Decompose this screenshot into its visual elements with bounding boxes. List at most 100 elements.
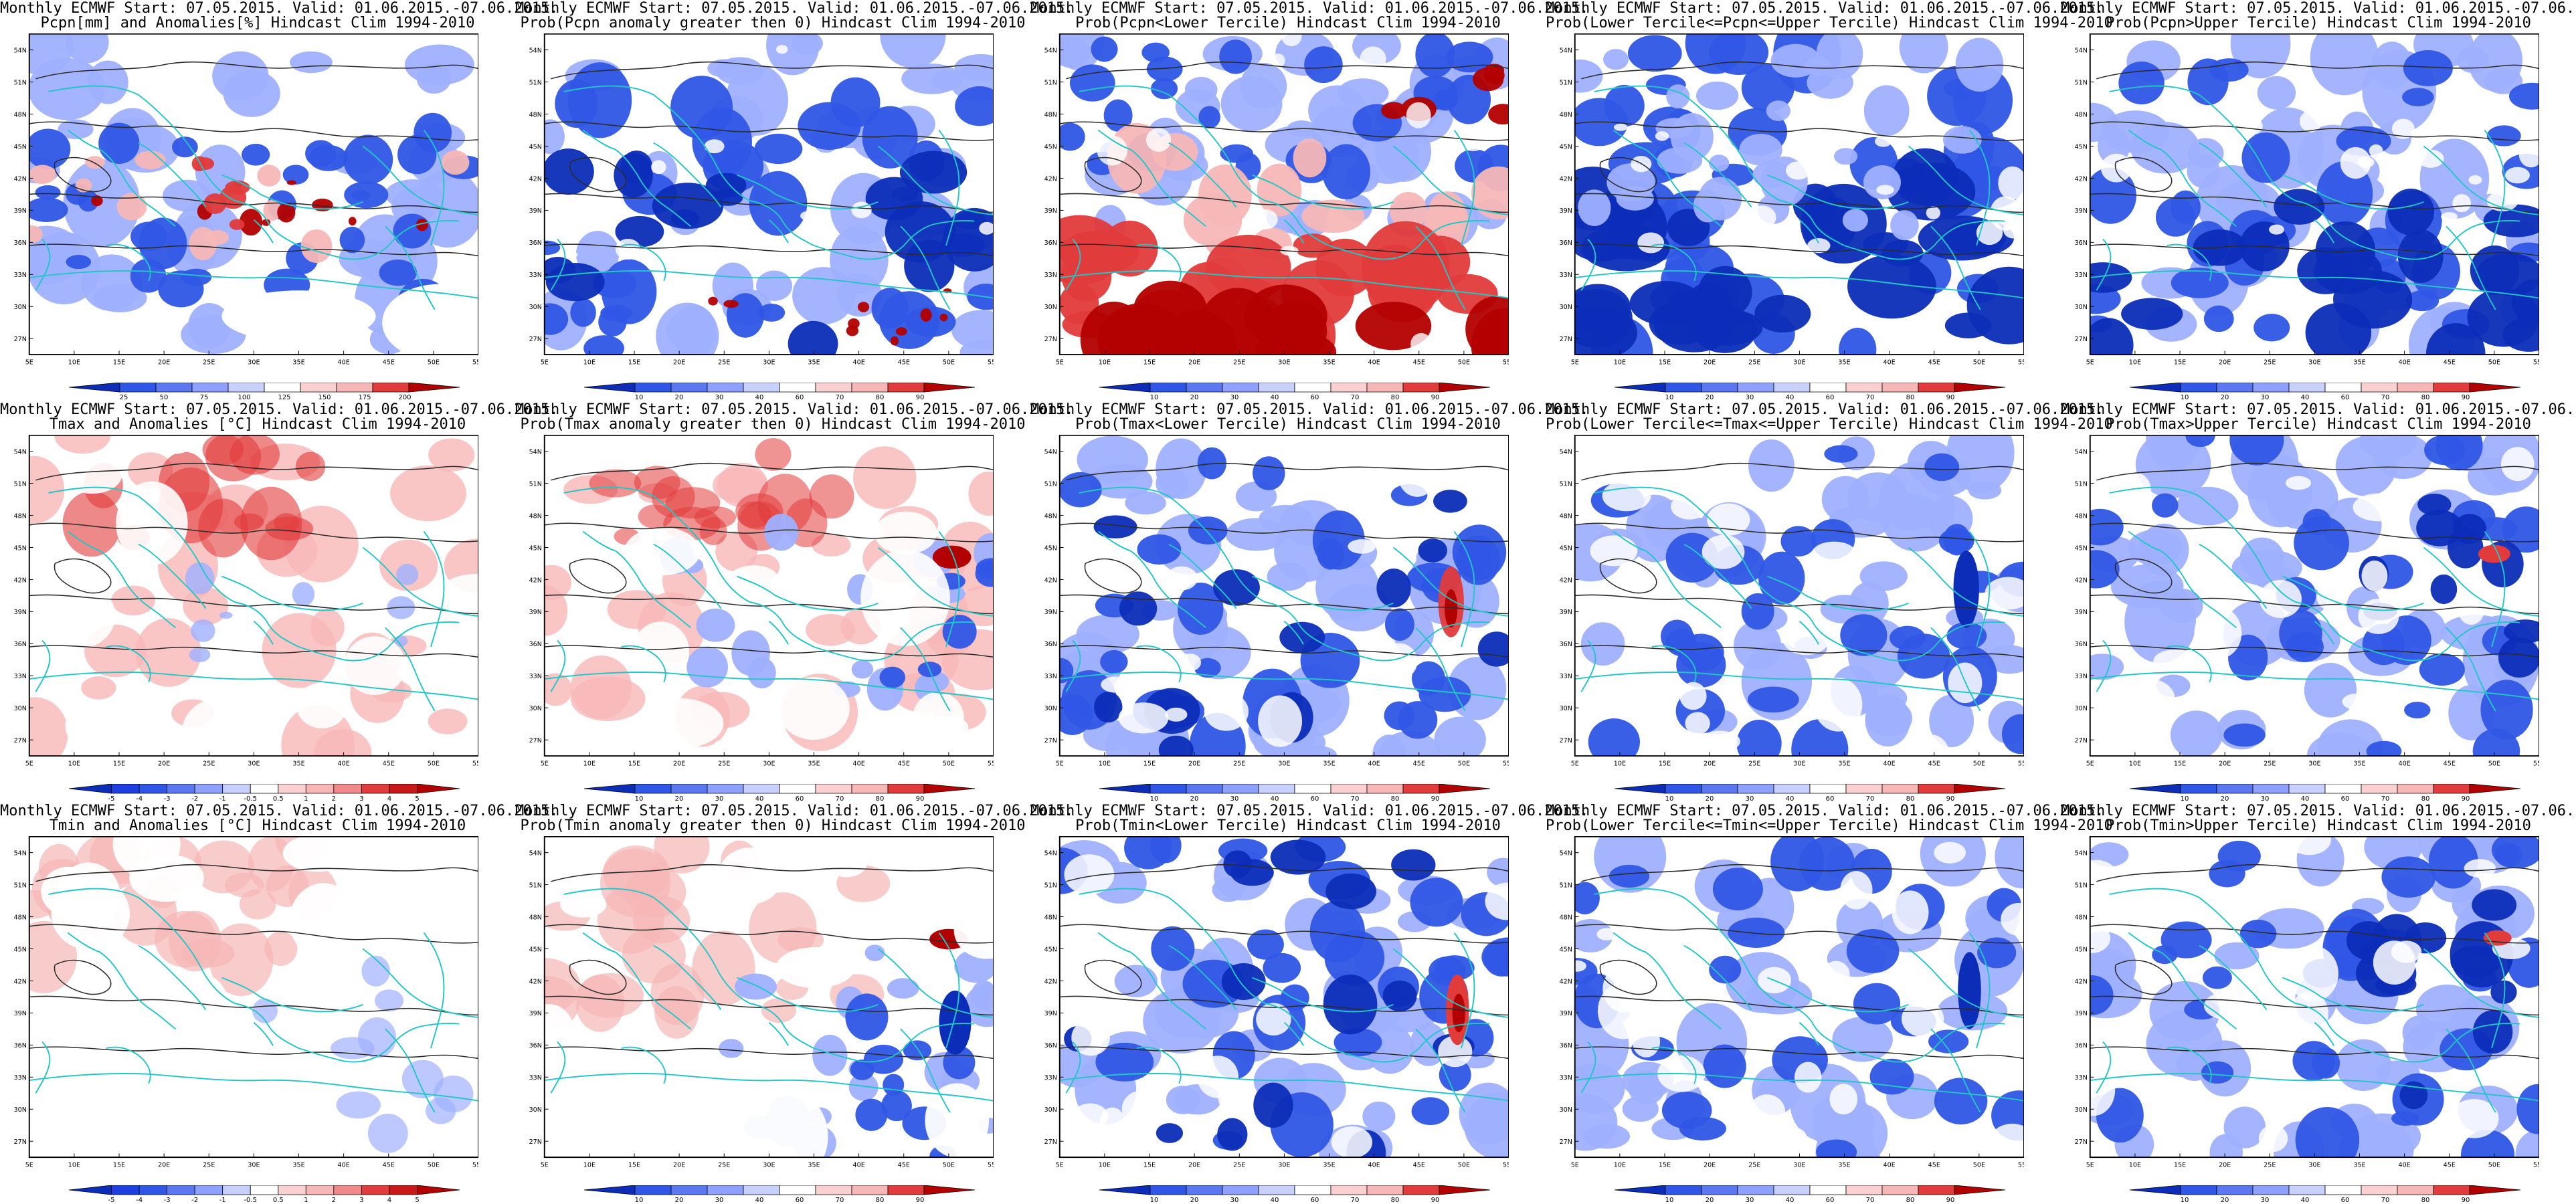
field-blob: [221, 290, 376, 342]
colorbar-swatch: [2324, 383, 2362, 393]
colorbar-label: 30: [715, 394, 724, 400]
field-blob: [1853, 983, 1901, 1025]
field-blob: [289, 51, 333, 74]
lat-label: 36N: [529, 1042, 542, 1049]
field-blob: [1309, 900, 1366, 963]
colorbar: -5 -4 -3 -2 -1 -0.5 0.5 1 2 3 4 5: [68, 1185, 460, 1203]
map-panel-p1: Monthly ECMWF Start: 07.05.2015. Valid: …: [0, 0, 558, 401]
coastline: [2282, 977, 2424, 1013]
lon-label: 10E: [583, 359, 595, 367]
coastline: [768, 1022, 789, 1046]
field-blob: [747, 657, 776, 689]
field-blob: [41, 866, 96, 916]
colorbar-swatch: [2180, 383, 2217, 393]
field-blob: [263, 199, 282, 221]
lon-label: 10E: [2129, 761, 2141, 768]
lon-label: 5E: [25, 761, 33, 768]
colorbar-swatch: [743, 1185, 780, 1195]
lon-label: 45E: [1928, 359, 1940, 367]
colorbar-swatch: [372, 383, 409, 393]
lon-label: 15E: [2174, 761, 2186, 768]
contour-line: [29, 995, 478, 1016]
field-blob: [951, 310, 994, 350]
colorbar-label: 80: [2421, 394, 2430, 400]
field-blob: [1188, 516, 1228, 544]
map-panel-p3: Monthly ECMWF Start: 07.05.2015. Valid: …: [1030, 0, 1588, 401]
colorbar: 10 20 30 40 60 70 80 90: [2129, 1185, 2521, 1203]
colorbar-label: 20: [1706, 394, 1714, 400]
lon-label: 35E: [1323, 359, 1335, 367]
lon-label: 20E: [158, 1162, 170, 1169]
contour-line: [2090, 594, 2539, 615]
field-blob: [2209, 58, 2249, 82]
colorbar: 10 20 30 40 60 70 80 90: [583, 383, 976, 400]
field-blob: [792, 267, 855, 325]
colorbar-swatch: [1845, 784, 1883, 794]
panel-title-line2: Prob(Tmax anomaly greater then 0) Hindca…: [520, 416, 1026, 433]
lat-label: 33N: [1044, 673, 1057, 680]
colorbar-label: 70: [1351, 1197, 1360, 1203]
lon-label: 15E: [113, 761, 125, 768]
field-blob: [130, 221, 168, 252]
colorbar-label: 30: [1746, 394, 1754, 400]
lon-label: 10E: [2129, 359, 2141, 367]
lat-label: 42N: [14, 978, 27, 985]
field-blob: [339, 226, 365, 254]
field-blob: [2090, 654, 2124, 680]
lat-label: 36N: [1044, 641, 1057, 648]
field-blob: [296, 682, 348, 728]
field-blob: [719, 1039, 744, 1058]
lat-label: 30N: [14, 1106, 27, 1114]
lon-label: 5E: [541, 1162, 549, 1169]
panel-title-line2: Prob(Pcpn>Upper Tercile) Hindcast Clim 1…: [2106, 15, 2531, 31]
colorbar-swatch: [1186, 383, 1223, 393]
lon-label: 5E: [1056, 761, 1064, 768]
colorbar: 25 50 75 100 125 150 175 200: [68, 383, 460, 400]
map-panel-p4: Monthly ECMWF Start: 07.05.2015. Valid: …: [1546, 0, 2113, 401]
lon-label: 20E: [158, 359, 170, 367]
colorbar-swatch: [417, 1185, 460, 1195]
coastline: [563, 85, 975, 260]
contour-line: [35, 462, 478, 481]
colorbar-label: 70: [1866, 394, 1875, 400]
colorbar-label: 30: [1230, 795, 1239, 801]
coastline: [544, 270, 994, 299]
colorbar-swatch: [2397, 383, 2434, 393]
field-blob: [652, 476, 695, 518]
lat-label: 54N: [529, 47, 542, 54]
lon-label: 40E: [338, 761, 350, 768]
field-blob: [1093, 515, 1137, 538]
contour-line: [544, 645, 994, 658]
field-blob: [1322, 144, 1370, 200]
field-blob: [1583, 1124, 1631, 1149]
field-blob: [404, 44, 474, 86]
lon-label: 45E: [1413, 761, 1425, 768]
field-blob: [1439, 1058, 1471, 1092]
field-blob: [1795, 1062, 1822, 1093]
field-blob: [2170, 710, 2223, 757]
lat-label: 36N: [14, 239, 27, 247]
lat-label: 36N: [14, 1042, 27, 1049]
lat-label: 48N: [14, 914, 27, 921]
colorbar-swatch: [389, 784, 418, 794]
field-blob: [2299, 110, 2322, 132]
colorbar-label: 90: [916, 1197, 925, 1203]
field-blob: [2516, 1084, 2539, 1134]
field-blob: [1613, 123, 1628, 131]
field-blob: [1929, 694, 1974, 747]
panel-title-line2: Prob(Tmin<Lower Tercile) Hindcast Clim 1…: [1075, 817, 1501, 834]
field-blob: [2304, 662, 2357, 718]
field-blob: [758, 304, 786, 322]
field-blob: [1676, 641, 1726, 688]
field-blob: [864, 944, 885, 961]
field-blob: [1259, 504, 1313, 532]
colorbar-label: -5: [108, 795, 115, 801]
field-blob: [191, 619, 215, 642]
contour-line: [551, 864, 994, 882]
forecast-map: 27N 30N 33N 36N 39N 42N 45N 48N 51N 54N 5E 10E 15E 20…: [2075, 836, 2539, 1169]
lon-label: 40E: [2399, 1162, 2411, 1169]
lon-label: 50E: [1458, 761, 1470, 768]
panel-title-line1: Monthly ECMWF Start: 07.05.2015. Valid: …: [1546, 0, 2104, 17]
colorbar-label: 30: [715, 1197, 724, 1203]
field-blob: [2090, 508, 2124, 546]
